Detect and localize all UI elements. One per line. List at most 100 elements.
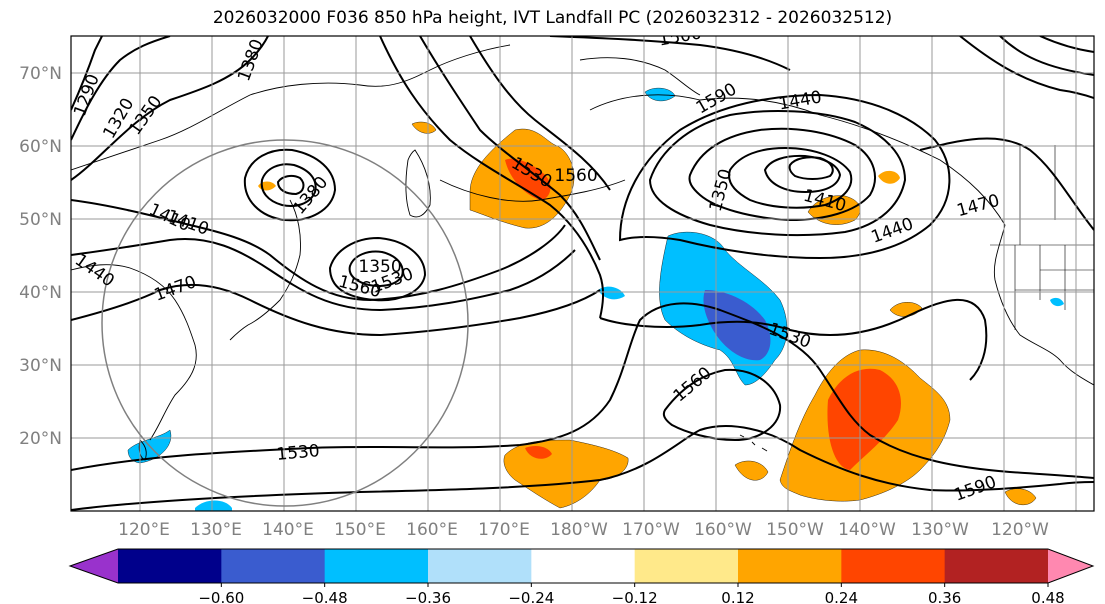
shade-negative-small-5 (1050, 297, 1064, 307)
contour-label: 1530 (276, 441, 321, 465)
contour-1410-ring (648, 110, 907, 237)
coastlines (71, 44, 1094, 461)
lon-label: 150°E (334, 520, 386, 540)
border-states-1 (1014, 245, 1094, 330)
coast-hawaii (739, 434, 768, 452)
contour-1500-south (71, 425, 1094, 511)
contour-label: 1560 (554, 166, 597, 186)
contour-1380-low-kamchatka (260, 163, 317, 207)
colorbar-swatch (118, 549, 222, 583)
contour-1530-ridge (379, 36, 604, 319)
map-frame (70, 35, 1095, 512)
contour-1560-ridge (419, 36, 601, 261)
shade-positive-small-4 (734, 460, 769, 481)
coast-japan (229, 199, 301, 341)
lon-label: 160°W (694, 520, 752, 540)
shade-negative-small-2 (598, 286, 625, 300)
colorbar-tick-label: −0.12 (612, 589, 658, 604)
lon-label: 180°W (550, 520, 608, 540)
contour-1320-ring (763, 154, 842, 194)
colorbar-outline (68, 548, 1095, 584)
lon-label: 130°E (190, 520, 242, 540)
colorbar-tick-label: 0.36 (928, 589, 961, 604)
coast-kamchatka (405, 149, 431, 218)
contour-1530-south (71, 302, 1094, 479)
contour-1350-ring (728, 146, 853, 209)
colorbar-swatch (944, 549, 1049, 583)
shade-strong-subtropical-east (827, 368, 901, 470)
lon-label: 120°E (118, 520, 170, 540)
lon-label: 130°W (911, 520, 969, 540)
contour-1470-ring (662, 368, 782, 442)
coast-aleutians (439, 179, 626, 202)
shade-strong-subtropical-central (525, 446, 552, 459)
colorbar-swatch (531, 549, 636, 583)
lon-label: 160°E (406, 520, 458, 540)
ivt-shading (127, 87, 1064, 511)
shade-negative-small-4 (195, 500, 232, 511)
shade-strong-north-pacific (505, 158, 551, 200)
contour-1410-low-kamchatka (243, 148, 337, 222)
lat-label: 50°N (19, 210, 62, 230)
coast-north-america (993, 224, 1094, 386)
contour-1290-ring (788, 156, 834, 180)
contour-1350-low (348, 250, 404, 287)
lat-label: 20°N (19, 429, 62, 449)
contour-1350-nw (71, 36, 269, 181)
shade-strong-negative-central-pacific (703, 290, 771, 361)
lat-label: 70°N (19, 64, 62, 84)
colorbar-tick-label: −0.24 (508, 589, 554, 604)
contour-1500-ridge (549, 36, 791, 71)
colorbar-tick-label: −0.48 (302, 589, 348, 604)
lon-label: 140°E (262, 520, 314, 540)
lon-label: 120°W (991, 520, 1049, 540)
lon-label: 170°E (478, 520, 530, 540)
contour-1290-nw (71, 36, 103, 111)
contour-1440 (71, 238, 576, 312)
shade-positive-small-2 (878, 170, 900, 184)
contour-1320-nw (71, 36, 171, 141)
lon-label: 170°W (622, 520, 680, 540)
borders (990, 145, 1094, 330)
shade-positive-small-1 (411, 121, 437, 134)
colorbar-tick-label: 0.48 (1031, 589, 1064, 604)
contour-1410 (71, 199, 566, 302)
chart-title: 2026032000 F036 850 hPa height, IVT Land… (212, 8, 893, 28)
landfall-region-circle (101, 139, 469, 507)
contour-ne (919, 137, 1094, 231)
colorbar-tick-label: 0.12 (721, 589, 754, 604)
lon-label: 140°W (838, 520, 896, 540)
colorbar-swatch (428, 549, 532, 583)
colorbar-extend-low (70, 549, 118, 583)
contour-1380-ring (688, 127, 876, 222)
contour-1350-low-kamchatka (276, 174, 305, 196)
latitude-labels: 70°N 60°N 50°N 40°N 30°N 20°N (19, 64, 62, 449)
colorbar-tick-label: −0.36 (405, 589, 451, 604)
contour-1380-low (328, 236, 427, 302)
border-canada (1019, 145, 1056, 245)
colorbar-swatch (221, 549, 326, 583)
lon-label: 150°W (766, 520, 824, 540)
contour-1440-arc (618, 93, 951, 260)
lat-label: 30°N (19, 356, 62, 376)
lat-label: 40°N (19, 283, 62, 303)
coast-asia (71, 44, 511, 441)
contour-1590-ridge (469, 36, 611, 191)
colorbar-swatch (738, 549, 842, 583)
contour-label: 1350 (358, 257, 401, 277)
colorbar-extend-high (1048, 549, 1093, 583)
colorbar-swatch (634, 549, 739, 583)
longitude-labels: 120°E 130°E 140°E 150°E 160°E 170°E 180°W 170°W… (118, 520, 1049, 540)
contour-1530-east (599, 298, 988, 381)
height-contours (71, 36, 1094, 511)
colorbar-tick-label: −0.60 (198, 589, 244, 604)
lat-label: 60°N (19, 137, 62, 157)
coast-alaska (589, 94, 1006, 226)
colorbar-swatch (841, 549, 946, 583)
colorbar-tick-label: 0.24 (825, 589, 858, 604)
contour-1470-west (71, 283, 601, 337)
colorbar-swatch (324, 549, 429, 583)
colorbar: −0.60 −0.48 −0.36 −0.24 −0.12 0.12 0.24 0.36 0.4… (68, 548, 1095, 604)
coast-bering (579, 57, 701, 96)
